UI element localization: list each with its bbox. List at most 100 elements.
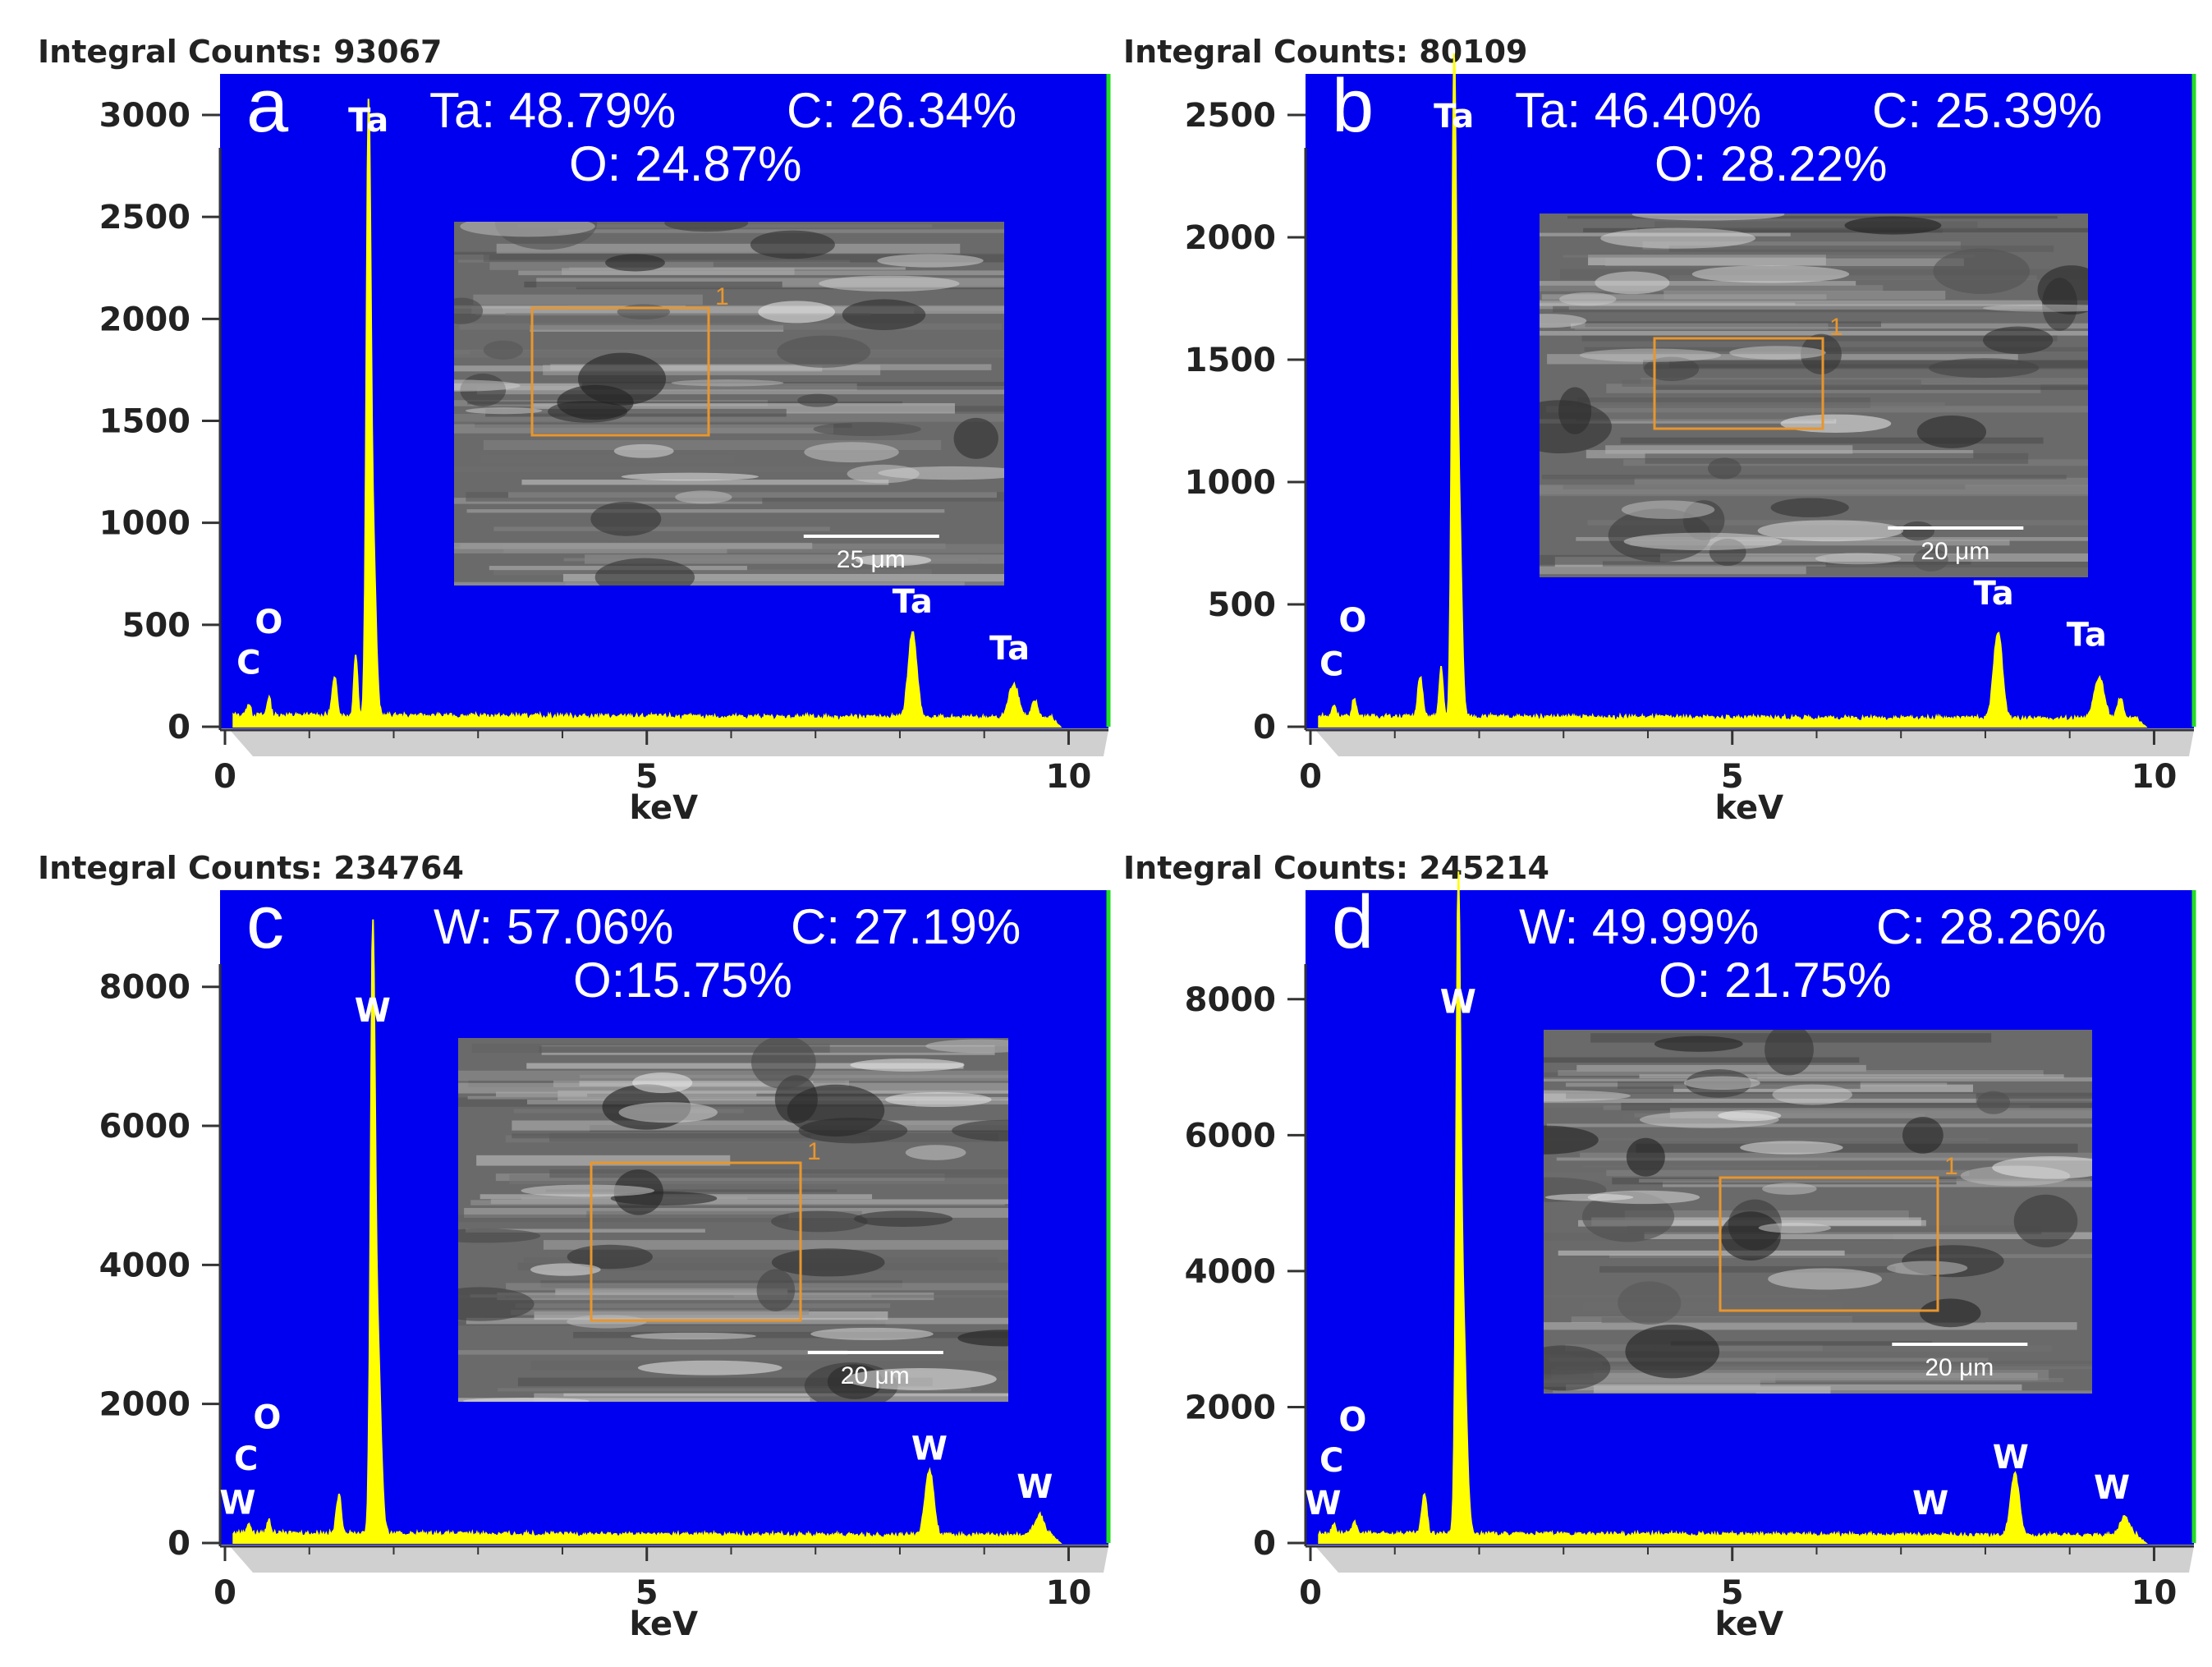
sem-texture xyxy=(1563,484,1966,489)
sem-texture xyxy=(1740,1141,1843,1155)
sem-texture xyxy=(1668,246,2054,252)
y-tick-label: 1000 xyxy=(1185,464,1276,502)
sem-texture xyxy=(454,581,965,586)
panel-letter: c xyxy=(246,880,284,964)
sem-texture xyxy=(545,1189,838,1192)
sem-texture xyxy=(810,1327,934,1341)
sem-texture xyxy=(521,1184,655,1197)
peak-label: O xyxy=(255,604,282,641)
sem-texture xyxy=(562,573,1004,582)
sem-texture xyxy=(1621,500,1715,519)
sem-texture xyxy=(1844,216,1942,235)
peak-label: W xyxy=(219,1484,255,1522)
sem-texture xyxy=(526,1099,1008,1104)
sem-texture xyxy=(1557,1311,2092,1316)
sem-texture xyxy=(885,1092,992,1108)
sem-texture xyxy=(1599,1265,1896,1273)
sem-texture xyxy=(1718,1109,1782,1122)
y-tick-label: 2500 xyxy=(1185,97,1276,135)
sem-texture xyxy=(1654,384,2088,390)
sem-texture xyxy=(526,1063,964,1069)
sem-texture xyxy=(1691,265,1850,283)
sem-texture xyxy=(1634,477,2088,487)
sem-texture xyxy=(1587,1190,1700,1205)
sem-texture xyxy=(1886,1261,1968,1275)
sem-texture xyxy=(842,299,926,330)
y-tick-label: 2000 xyxy=(99,301,190,338)
composition-carbon: C: 25.39% xyxy=(1872,83,2102,138)
peak-label: O xyxy=(1338,602,1366,640)
sem-texture xyxy=(1920,1298,1981,1328)
sem-texture xyxy=(1913,548,1948,572)
sem-texture xyxy=(454,466,1004,473)
sem-texture xyxy=(1544,1380,1760,1387)
peak-label: Ta xyxy=(348,102,388,140)
composition-carbon: C: 26.34% xyxy=(787,83,1017,138)
sem-texture xyxy=(1765,1030,1814,1076)
sem-texture xyxy=(460,222,595,237)
sem-texture xyxy=(1758,1223,1831,1233)
sem-inset-image xyxy=(1540,214,2088,577)
y-tick-label: 4000 xyxy=(99,1247,190,1284)
peak-label: C xyxy=(234,1440,258,1478)
sem-texture xyxy=(454,297,484,324)
panel-letter: d xyxy=(1332,880,1374,964)
sem-texture xyxy=(621,472,759,481)
x-tick-label: 10 xyxy=(1046,758,1092,796)
sem-texture xyxy=(1929,358,2040,379)
sem-texture xyxy=(576,286,1004,290)
sem-texture xyxy=(579,1081,814,1086)
y-tick-label: 0 xyxy=(1253,1525,1276,1563)
sem-texture xyxy=(567,1244,653,1270)
sem-texture xyxy=(1567,215,2058,219)
spectrum-series xyxy=(1318,53,2148,728)
analysis-region-box xyxy=(1653,337,1824,430)
sem-texture xyxy=(1540,285,1884,292)
sem-texture xyxy=(1544,1392,1756,1394)
analysis-region-marker: 1 xyxy=(1829,314,1843,341)
sem-texture xyxy=(1780,414,1892,434)
sem-texture xyxy=(1992,1155,2092,1179)
composition-primary: Ta: 48.79% xyxy=(429,83,676,138)
sem-texture xyxy=(517,1262,1008,1271)
peak-label: W xyxy=(911,1430,948,1467)
scale-bar-label: 25 μm xyxy=(837,546,906,573)
plot-shadow xyxy=(230,730,1108,756)
y-tick-label: 2000 xyxy=(1185,219,1276,257)
composition-oxygen: O: 21.75% xyxy=(1659,953,1892,1008)
y-tick-label: 2000 xyxy=(1185,1389,1276,1426)
sem-texture xyxy=(1544,1172,1868,1181)
x-tick-label: 10 xyxy=(2132,758,2178,796)
composition-oxygen: O: 24.87% xyxy=(569,136,802,191)
sem-texture xyxy=(557,384,634,420)
sem-texture xyxy=(1549,1357,1989,1362)
sem-texture xyxy=(877,254,984,268)
sem-texture xyxy=(1555,1366,2092,1370)
sem-texture xyxy=(1654,221,1978,230)
sem-texture xyxy=(1618,1281,1682,1325)
y-tick-label: 1500 xyxy=(99,403,190,441)
sem-texture xyxy=(1622,379,1921,387)
y-tick-label: 6000 xyxy=(99,1108,190,1146)
sem-texture xyxy=(1540,419,1837,424)
peak-label: W xyxy=(1912,1485,1948,1522)
sem-texture xyxy=(1645,452,2029,464)
sem-texture xyxy=(462,1398,590,1402)
sem-texture xyxy=(466,1228,705,1233)
sem-texture xyxy=(518,270,1004,276)
sem-texture xyxy=(1540,314,1587,328)
composition-primary: W: 57.06% xyxy=(434,899,673,954)
composition-primary: W: 49.99% xyxy=(1519,899,1759,954)
plot-shadow xyxy=(1315,1546,2194,1573)
analysis-region-marker: 1 xyxy=(715,283,729,310)
sem-texture xyxy=(458,1070,1008,1081)
sem-texture xyxy=(1576,1064,1866,1072)
sem-texture xyxy=(505,313,871,316)
sem-texture xyxy=(1540,300,2088,306)
sem-texture xyxy=(1916,415,1987,448)
sem-texture xyxy=(853,1210,953,1227)
x-axis-label: keV xyxy=(629,1605,698,1643)
sem-texture xyxy=(466,509,945,513)
peak-label: C xyxy=(236,644,260,682)
sem-texture xyxy=(1683,1076,1760,1091)
